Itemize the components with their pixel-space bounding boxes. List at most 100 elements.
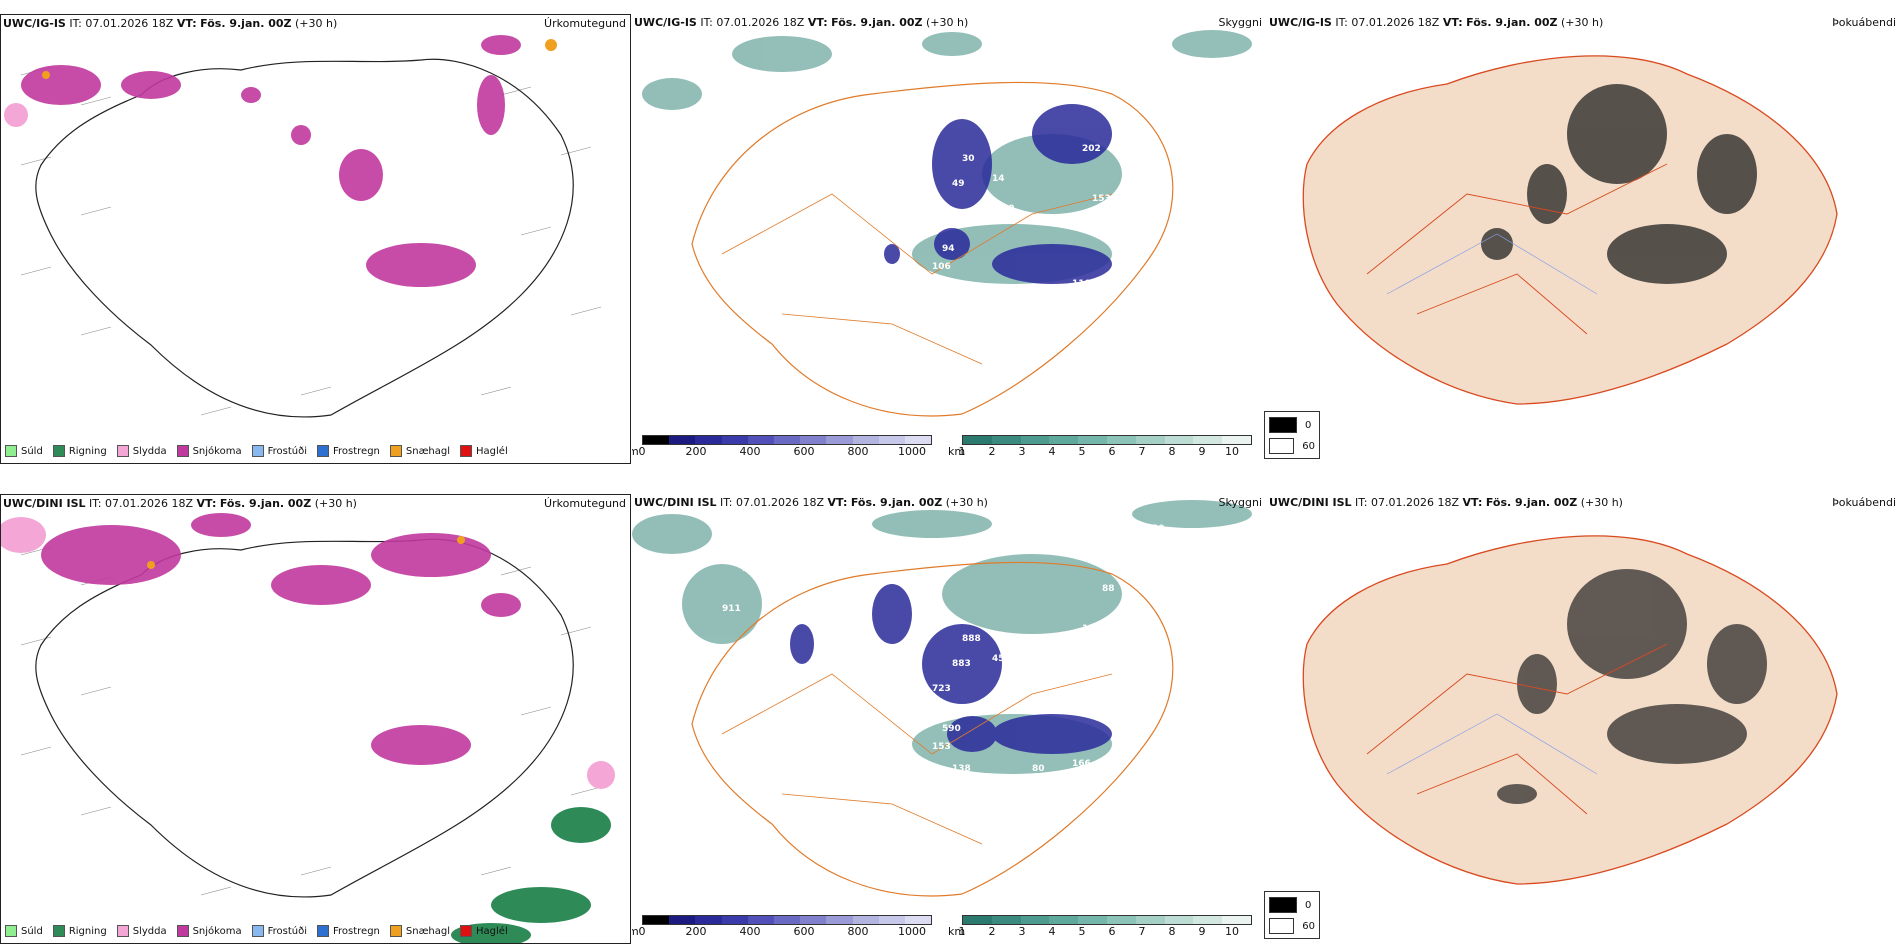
colorbar-segment <box>747 916 774 924</box>
fog-legend-row1: 0 60 <box>1264 411 1320 459</box>
cloud-value-label: 258 <box>1052 214 1071 224</box>
colorbar-tick: 6 <box>1108 445 1116 458</box>
cloud-value-label: 161 <box>932 204 951 214</box>
legend-swatch <box>389 925 402 937</box>
cloud-value-label: 72 <box>1102 276 1115 286</box>
colorbar-segment <box>669 916 696 924</box>
cloud-value-label: 153 <box>1092 194 1111 204</box>
colorbar-segment <box>643 436 670 444</box>
colorbar-segment <box>963 436 992 444</box>
precip-legend-item: Frostúði <box>251 445 307 457</box>
colorbar-km-row2: 1 2 3 4 5 6 7 8 9 10 km <box>948 915 1252 939</box>
panel-title-fog: Þokuábendi <box>1832 496 1896 509</box>
legend-label: Haglél <box>476 925 508 937</box>
colorbar-tick: 1 <box>958 925 966 938</box>
colorbar-segment <box>852 916 879 924</box>
legend-swatch <box>251 445 264 457</box>
precip-legend-item: Rigning <box>52 925 107 937</box>
panel-title-cloud: Skyggni <box>1218 16 1262 29</box>
colorbar-segment <box>800 916 827 924</box>
colorbar-m-row2: 0 200 400 600 800 1000 m <box>632 915 932 939</box>
cloud-value-label: 90 <box>1002 204 1015 214</box>
colorbar-segment <box>1078 916 1107 924</box>
legend-swatch <box>460 925 473 937</box>
colorbar-tick: 9 <box>1198 445 1206 458</box>
cloud-value-label: 80 <box>1032 764 1045 774</box>
cloud-value-label: 590 <box>942 724 961 734</box>
cloud-value-label: 172 <box>952 284 971 294</box>
colorbar-tick: 0 <box>638 445 646 458</box>
precip-panel-row1: UWC/IG-IS IT: 07.01.2026 18Z VT: Fös. 9.… <box>0 14 631 464</box>
legend-label: Frostregn <box>333 925 380 937</box>
colorbar-segment <box>747 436 774 444</box>
colorbar-segment <box>721 436 748 444</box>
colorbar-tick: 8 <box>1168 445 1176 458</box>
colorbar-tick: 5 <box>1078 445 1086 458</box>
legend-swatch <box>176 925 189 937</box>
cloud-value-label: 14 <box>1052 694 1065 704</box>
cloud-value-label: 602 <box>912 699 931 709</box>
cloud-value-label: 21 <box>862 734 875 744</box>
colorbar-tick: 3 <box>1018 445 1026 458</box>
legend-swatch <box>317 445 329 457</box>
precip-legend-item: Haglél <box>460 925 508 937</box>
legend-label: Snæhagl <box>405 925 451 937</box>
colorbar-tick: 9 <box>1198 925 1206 938</box>
colorbar-km-row1: 1 2 3 4 5 6 7 8 9 10 km <box>948 435 1252 459</box>
colorbar-segment <box>1135 436 1165 444</box>
colorbar-tick: 3 <box>1018 925 1026 938</box>
colorbar-segment <box>1222 916 1251 924</box>
cloud-value-label: 13 <box>742 84 755 94</box>
cloud-value-label: 152 <box>1052 789 1071 799</box>
colorbar-tick: 2 <box>988 445 996 458</box>
colorbar-segment <box>695 436 722 444</box>
colorbar-tick: 1000 <box>898 445 926 458</box>
cloud-value-label: 93 <box>1112 144 1125 154</box>
colorbar-tick: 400 <box>739 445 761 458</box>
colorbar-segment <box>963 916 992 924</box>
fog-map-row2 <box>1302 535 1838 885</box>
panel-title-precip: Úrkomutegund <box>544 497 626 510</box>
colorbar-segment <box>826 916 853 924</box>
cloud-map-row1 <box>642 30 1252 417</box>
fog-map-row1 <box>1302 55 1838 405</box>
header-row1-cloud: UWC/IG-IS IT: 07.01.2026 18Z VT: Fös. 9.… <box>634 16 969 29</box>
precip-legend-item: Haglél <box>460 445 508 457</box>
cloud-value-label: 888 <box>962 634 981 644</box>
colorbar-tick: 0 <box>638 925 646 938</box>
colorbar-tick: 800 <box>847 445 869 458</box>
legend-label: Rigning <box>68 925 107 937</box>
colorbar-tick: 4 <box>1048 925 1056 938</box>
cloud-value-label: 153 <box>932 742 951 752</box>
legend-label: Snjókoma <box>192 445 242 457</box>
cloud-value-label: 94 <box>942 244 955 254</box>
cloud-value-label: 30 <box>962 154 975 164</box>
cloud-value-label: 42 <box>862 254 875 264</box>
cloud-value-label: 118 <box>1102 756 1121 766</box>
colorbar-segment <box>669 436 696 444</box>
colorbar-segment <box>991 436 1021 444</box>
colorbar-segment <box>1020 916 1050 924</box>
colorbar-tick: 5 <box>1078 925 1086 938</box>
legend-label: Súld <box>21 445 43 457</box>
colorbar-segment <box>1164 916 1194 924</box>
precip-legend-item: Súld <box>5 925 43 937</box>
legend-swatch <box>460 445 473 457</box>
cloud-value-label: 70 <box>1002 684 1015 694</box>
colorbar-segment <box>773 436 801 444</box>
precip-legend-item: Rigning <box>52 445 107 457</box>
colorbar-tick: 200 <box>685 925 707 938</box>
cloud-value-label: 9 <box>722 124 729 134</box>
colorbar-segment <box>773 916 801 924</box>
precip-legend-item: Snjókoma <box>176 445 242 457</box>
precip-legend-item: Frostregn <box>317 925 380 937</box>
precip-map-row1 <box>4 35 602 418</box>
colorbar-segment <box>1078 436 1107 444</box>
legend-swatch <box>116 925 129 937</box>
colorbar-m-row1: 0 200 400 600 800 1000 m <box>632 435 932 459</box>
colorbar-segment <box>1049 436 1079 444</box>
cloud-value-label: 202 <box>1082 144 1101 154</box>
panel-title-fog: Þokuábendi <box>1832 16 1896 29</box>
cloud-map-row2 <box>632 500 1252 897</box>
legend-label: Snjókoma <box>192 925 242 937</box>
